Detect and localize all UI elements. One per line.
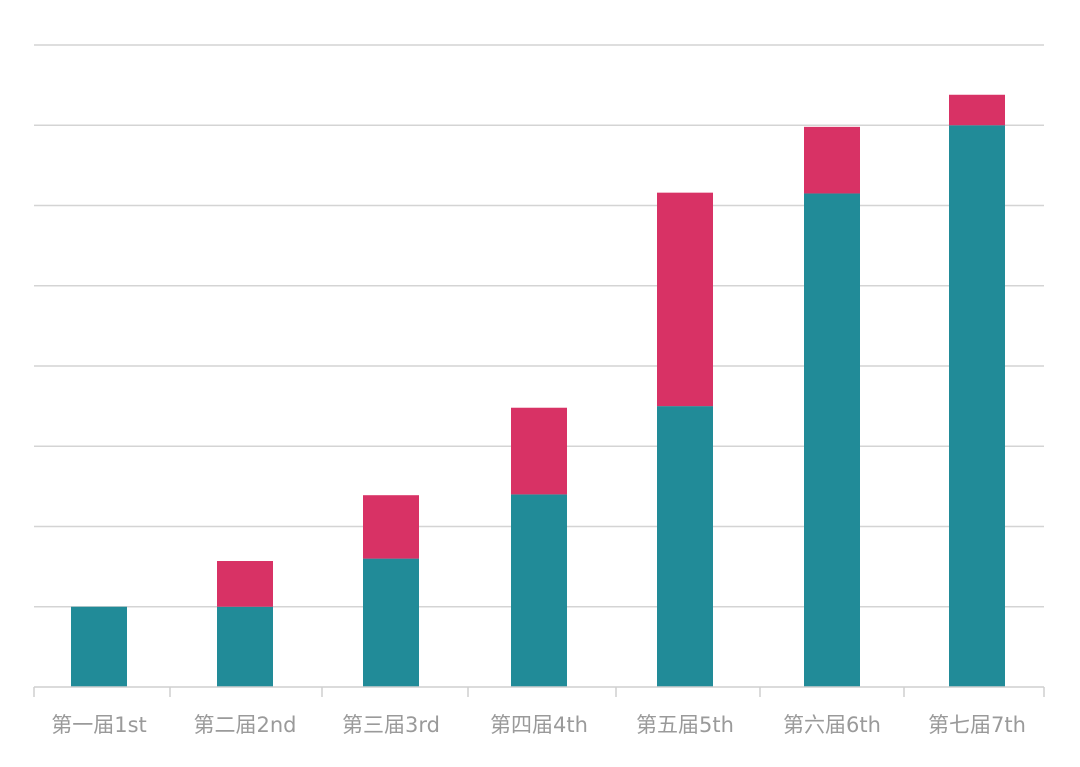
bar-segment-series-1	[511, 494, 567, 687]
bar-segment-series-2	[949, 94, 1005, 126]
bar-segment-series-1	[804, 193, 860, 687]
bar-segment-series-1	[949, 125, 1005, 687]
bar-segment-series-1	[657, 406, 713, 687]
bars	[71, 94, 1005, 687]
x-tick-label: 第五届5th	[636, 713, 734, 737]
bar-segment-series-2	[217, 561, 273, 607]
x-tick-label: 第六届6th	[783, 713, 881, 737]
bar-segment-series-2	[363, 495, 419, 559]
bar-segment-series-2	[657, 192, 713, 407]
bar-segment-series-2	[511, 407, 567, 495]
bar-segment-series-1	[217, 606, 273, 687]
bar-segment-series-1	[71, 606, 127, 687]
x-tick-label: 第一届1st	[51, 713, 147, 737]
bar-segment-series-2	[804, 126, 860, 194]
x-tick-label: 第七届7th	[928, 713, 1026, 737]
x-tick-label: 第二届2nd	[193, 713, 296, 737]
x-tick-label: 第四届4th	[490, 713, 588, 737]
x-tick-label: 第三届3rd	[342, 713, 440, 737]
x-axis: 第一届1st 第二届2nd 第三届3rd 第四届4th 第五届5th 第六届6th 第七届7…	[33, 686, 1045, 737]
bar-segment-series-1	[363, 558, 419, 687]
